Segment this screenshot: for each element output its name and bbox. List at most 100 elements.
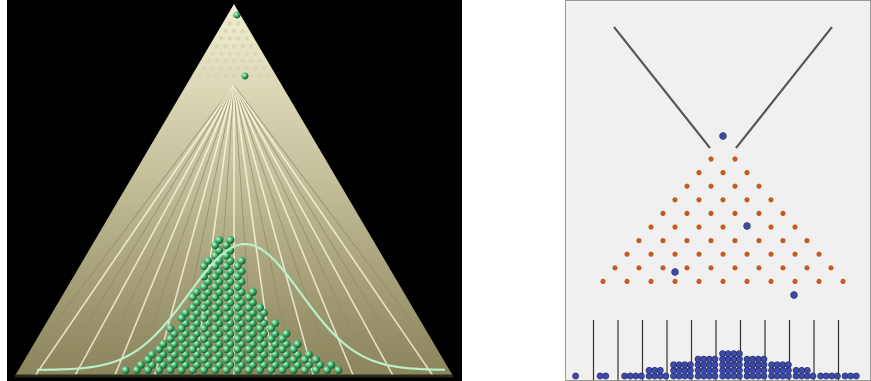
collected-ball — [730, 366, 738, 374]
peg — [804, 238, 810, 244]
channel-line — [233, 84, 295, 377]
green-bead — [237, 256, 246, 265]
collected-ball — [596, 372, 604, 380]
collected-ball — [694, 366, 702, 374]
peg — [744, 197, 750, 203]
collected-ball — [700, 355, 708, 363]
green-bead — [226, 236, 235, 244]
board-peg — [215, 44, 219, 48]
peg — [672, 197, 678, 203]
board-peg — [236, 21, 241, 26]
peg — [756, 265, 762, 271]
collected-ball — [705, 355, 713, 363]
peg — [744, 170, 750, 176]
peg — [660, 265, 666, 271]
peg — [732, 183, 738, 189]
galton-board-photo — [7, 0, 462, 381]
board-peg — [236, 36, 241, 41]
peg — [684, 183, 690, 189]
green-bead — [271, 319, 280, 328]
peg — [720, 224, 726, 230]
green-bead — [293, 340, 302, 348]
collected-ball — [735, 350, 743, 357]
peg — [768, 224, 774, 230]
peg — [780, 210, 786, 216]
collected-ball — [773, 361, 781, 369]
channel-line — [233, 84, 355, 377]
peg — [672, 251, 678, 257]
peg — [708, 183, 714, 189]
collected-ball — [730, 372, 738, 380]
collected-ball — [817, 372, 824, 380]
collected-ball — [719, 361, 726, 369]
collected-ball — [662, 372, 670, 380]
collected-ball — [681, 372, 689, 380]
board-peg — [232, 74, 236, 78]
collected-ball — [735, 372, 743, 380]
collected-ball — [779, 372, 787, 380]
collected-ball — [645, 366, 653, 374]
green-bead — [204, 256, 212, 265]
channel-line — [233, 84, 414, 377]
collected-ball — [719, 355, 726, 363]
collected-ball — [792, 372, 800, 380]
collected-ball — [730, 350, 738, 357]
channel-line — [233, 84, 434, 377]
collected-ball — [743, 366, 751, 374]
green-bead — [304, 350, 313, 359]
collected-ball — [711, 366, 719, 374]
board-peg — [236, 51, 241, 56]
green-bead — [181, 308, 190, 317]
green-bead — [256, 303, 264, 312]
galton-board-photo-graphic — [14, 4, 454, 378]
green-bead — [241, 72, 249, 80]
peg — [744, 251, 750, 257]
collected-ball — [784, 361, 792, 369]
collected-ball — [743, 355, 751, 363]
board-peg — [210, 66, 215, 71]
collected-ball — [687, 361, 694, 369]
board-peg — [232, 59, 236, 63]
board-peg — [202, 66, 207, 71]
collected-ball — [675, 366, 683, 374]
board-peg — [244, 66, 249, 71]
collected-ball — [773, 372, 781, 380]
collected-ball — [779, 361, 787, 369]
board-peg — [257, 59, 262, 63]
peg — [696, 251, 702, 257]
peg-array — [600, 156, 846, 284]
peg — [648, 278, 654, 284]
normal-curve-overlay — [36, 242, 446, 371]
board-peg — [198, 74, 202, 78]
peg — [720, 197, 726, 203]
collected-ball — [694, 361, 702, 369]
green-bead — [334, 366, 343, 374]
board-peg — [219, 36, 224, 41]
board-peg — [223, 74, 228, 78]
collected-ball — [719, 366, 726, 374]
collected-ball — [773, 366, 781, 374]
peg — [756, 238, 762, 244]
peg — [684, 210, 690, 216]
green-bead — [215, 236, 224, 244]
collected-ball — [632, 372, 640, 380]
peg — [636, 265, 642, 271]
funnel-left-wall — [613, 26, 711, 149]
collected-ball — [735, 361, 743, 369]
falling-balls — [671, 132, 798, 299]
peg — [600, 278, 606, 284]
peg — [720, 251, 726, 257]
board-peg — [249, 59, 253, 63]
collected-ball — [719, 372, 726, 380]
green-bead — [282, 329, 291, 338]
collected-ball — [687, 372, 694, 380]
collected-ball — [798, 372, 806, 380]
collected-ball — [784, 366, 792, 374]
collected-ball — [719, 350, 726, 357]
board-peg — [215, 59, 219, 63]
board-peg — [240, 59, 245, 63]
collected-ball — [638, 372, 645, 380]
channel-line — [233, 84, 315, 377]
peg — [732, 265, 738, 271]
falling-ball — [743, 222, 751, 230]
